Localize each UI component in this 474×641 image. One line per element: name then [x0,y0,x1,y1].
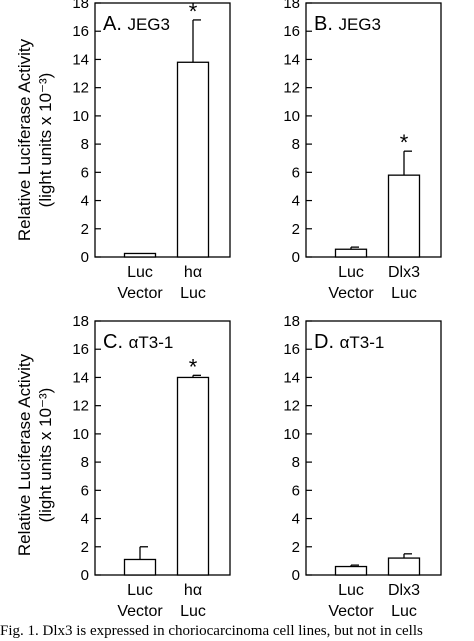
panel-c-bar [176,376,210,576]
ylabel-bottom: Relative Luciferase Activity (light unit… [15,353,55,556]
panel-b-ytick-label: 6 [292,164,300,181]
panel-c-category-label: Luc [180,603,206,620]
panel-d-letter: D. [314,331,340,353]
panel-c-ytick-label: 6 [81,482,89,499]
panel-b-category-label: Dlx3 [388,264,420,281]
panel-b-letter: B. [314,13,338,35]
panel-a: 0 2 4 6 8 10 12 14 16 18 A. JEG3 Luc Vector * hα Luc [72,0,231,302]
ylabel-top-line-2: (light units x 10⁻³) [36,73,55,208]
panel-a-category-label: Luc [180,285,206,302]
panel-d-category-label: Vector [328,603,374,620]
panel-b-ytick-label: 4 [292,193,300,210]
panel-d-ytick-label: 8 [292,454,300,471]
panel-a-letter: A. [103,13,127,35]
panel-a-category-label: hα [184,264,202,281]
panel-a-cell-line: JEG3 [127,15,170,34]
panel-b-significance-star: * [400,130,409,155]
panel-a-ytick-label: 10 [72,108,89,125]
panel-c-ytick-label: 14 [72,369,89,386]
panel-d-ytick-label: 16 [283,341,300,358]
panel-a-ytick-label: 12 [72,80,89,97]
panel-a-bar [176,61,210,258]
panel-d-bar [334,565,368,576]
panel-d-ytick-label: 6 [292,482,300,499]
panel-a-significance-star: * [189,0,198,24]
panel-a-ytick-label: 14 [72,51,89,68]
panel-d-ytick-label: 4 [292,511,300,528]
panel-d: 0 2 4 6 8 10 12 14 16 18 D. αT3-1 Luc Vector Dlx3 Luc [283,313,442,620]
panel-c-letter: C. [103,331,129,353]
panel-d-ytick-label: 14 [283,369,300,386]
panel-b-ytick-label: 8 [292,136,300,153]
panel-a-ytick-label: 18 [72,0,89,12]
panel-d-category-label: Luc [338,582,364,599]
panel-d-frame [305,320,442,576]
panel-b-cell-line: JEG3 [338,15,381,34]
panel-d-category-label: Luc [391,603,417,620]
panel-a-category-label: Luc [127,264,153,281]
panel-c: 0 2 4 6 8 10 12 14 16 18 C. αT3-1 Luc Vector * hα Luc [72,313,231,620]
panel-c-ytick-label: 16 [72,341,89,358]
panel-a-bar [123,252,157,258]
panel-d-bar [387,557,421,576]
figure-caption: Fig. 1. Dlx3 is expressed in choriocarci… [0,623,423,639]
panel-a-ytick-label: 0 [81,249,89,266]
panel-c-ytick-label: 12 [72,398,89,415]
panel-a-ytick-label: 6 [81,164,89,181]
panel-a-frame [94,2,231,258]
panel-d-ytick-label: 18 [283,313,300,330]
panel-b-bar [334,248,368,258]
panel-d-ytick-label: 10 [283,426,300,443]
panel-a-ytick-label: 4 [81,193,89,210]
panel-b-ytick-label: 0 [292,249,300,266]
panel-c-label: C. αT3-1 [103,331,173,353]
panel-a-ytick-label: 2 [81,221,89,238]
panel-c-category-label: hα [184,582,202,599]
panel-a-category-label: Vector [117,285,163,302]
panel-b-label: B. JEG3 [314,13,381,35]
panel-c-significance-star: * [189,354,198,379]
panel-b-ytick-label: 14 [283,51,300,68]
panel-a-ytick-label: 16 [72,23,89,40]
panel-c-ytick-label: 2 [81,539,89,556]
panel-c-category-label: Vector [117,603,163,620]
panel-c-ytick-label: 10 [72,426,89,443]
panel-b-ytick-label: 18 [283,0,300,12]
panel-d-ytick-label: 12 [283,398,300,415]
panel-c-cell-line: αT3-1 [129,333,174,352]
panel-b-bar [387,174,421,258]
panel-d-category-label: Dlx3 [388,582,420,599]
panel-b-ytick-label: 10 [283,108,300,125]
panel-c-ytick-label: 4 [81,511,89,528]
panel-d-ytick-label: 0 [292,567,300,584]
panel-b-ytick-label: 12 [283,80,300,97]
panel-b-ytick-label: 16 [283,23,300,40]
panel-b-ytick-label: 2 [292,221,300,238]
panel-d-cell-line: αT3-1 [340,333,385,352]
panel-a-ytick-label: 8 [81,136,89,153]
panel-a-label: A. JEG3 [103,13,170,35]
ylabel-bottom-line-2: (light units x 10⁻³) [36,388,55,523]
panels: 0 2 4 6 8 10 12 14 16 18 A. JEG3 Luc Vector * hα Luc 0 2 4… [72,0,442,620]
panel-b-frame [305,2,442,258]
panel-b-category-label: Luc [338,264,364,281]
panel-c-ytick-label: 18 [72,313,89,330]
panel-c-bar [123,558,157,576]
panel-c-ytick-label: 0 [81,567,89,584]
panel-c-frame [94,320,231,576]
panel-b-category-label: Vector [328,285,374,302]
panel-b-category-label: Luc [391,285,417,302]
ylabel-top-line-1: Relative Luciferase Activity [15,38,34,241]
panel-d-ytick-label: 2 [292,539,300,556]
panel-c-category-label: Luc [127,582,153,599]
ylabel-top: Relative Luciferase Activity (light unit… [15,38,55,241]
panel-b: 0 2 4 6 8 10 12 14 16 18 B. JEG3 Luc Vector * Dlx3 Luc [283,0,442,302]
panel-d-label: D. αT3-1 [314,331,384,353]
panel-c-ytick-label: 8 [81,454,89,471]
ylabel-bottom-line-1: Relative Luciferase Activity [15,353,34,556]
